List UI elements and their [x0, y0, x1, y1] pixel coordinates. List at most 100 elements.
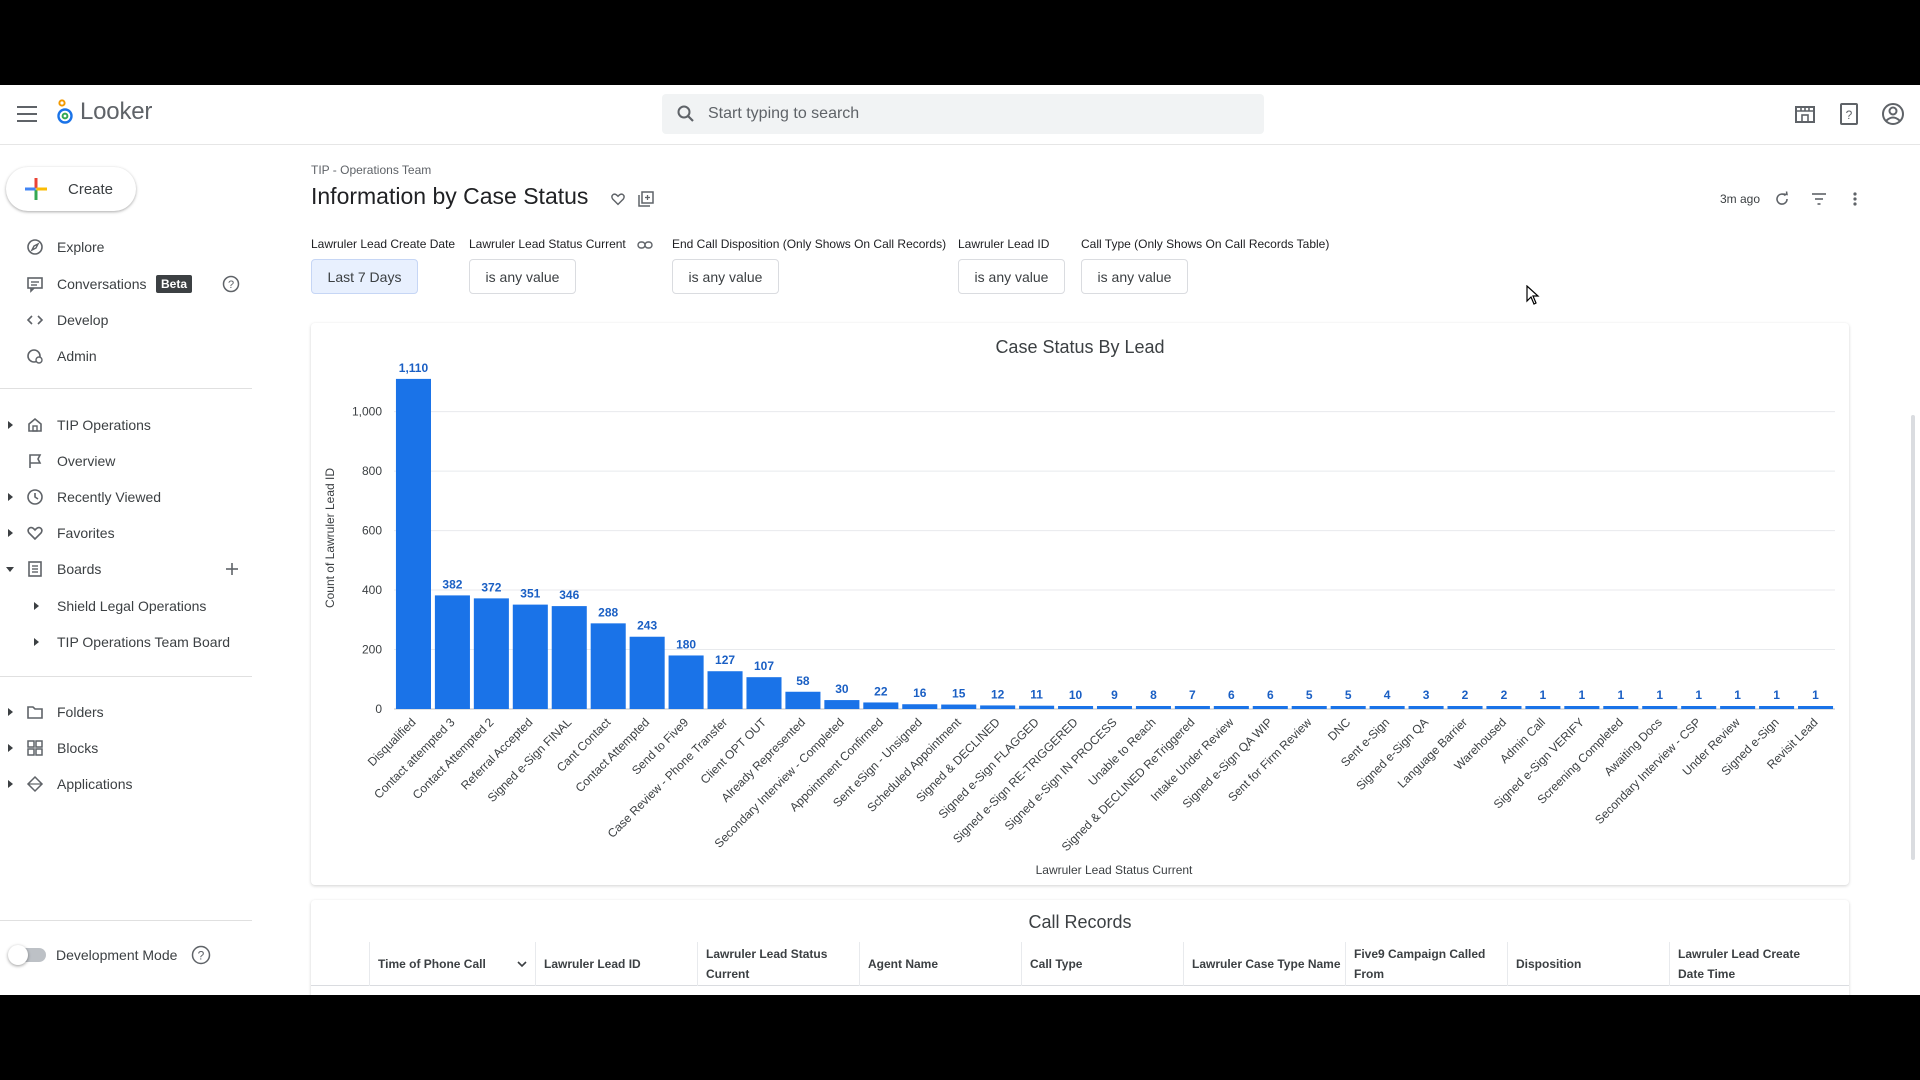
data-label: 107 [754, 659, 774, 673]
column-header[interactable]: Five9 Campaign Called From [1345, 942, 1507, 986]
column-header[interactable]: Lawruler Lead Status Current [697, 942, 859, 986]
sidebar-item-favorites[interactable]: Favorites [0, 518, 252, 548]
sidebar-item-recently-viewed[interactable]: Recently Viewed [0, 482, 252, 512]
column-header[interactable]: Time of Phone Call [369, 942, 535, 986]
sidebar-item-explore[interactable]: Explore [0, 232, 252, 262]
data-label: 6 [1267, 688, 1274, 702]
column-header[interactable]: Agent Name [859, 942, 1021, 986]
breadcrumb[interactable]: TIP - Operations Team [311, 163, 432, 177]
sidebar-item-label: Conversations [57, 276, 147, 292]
expand-caret-icon[interactable] [8, 421, 13, 429]
filter-label: Call Type (Only Shows On Call Records Ta… [1081, 237, 1330, 251]
filter-label: Lawruler Lead Status Current [469, 237, 653, 251]
sidebar-item-boards[interactable]: Boards [0, 554, 252, 584]
looker-logo[interactable]: Looker [56, 98, 152, 126]
add-to-board-icon[interactable] [638, 191, 654, 207]
column-header[interactable]: Lawruler Lead Create Date Time [1669, 942, 1829, 986]
sort-desc-icon[interactable] [517, 960, 527, 968]
filter-value-button[interactable]: is any value [672, 259, 779, 294]
create-button[interactable]: Create [6, 167, 136, 211]
expand-caret-icon[interactable] [34, 602, 39, 610]
bar [1798, 706, 1834, 709]
sidebar-item-develop[interactable]: Develop [0, 305, 252, 335]
code-icon [26, 315, 44, 325]
sidebar-item-label: Boards [57, 561, 102, 577]
more-vert-icon[interactable] [1852, 191, 1858, 207]
marketplace-icon[interactable] [1792, 101, 1818, 127]
filter-value-button[interactable]: is any value [469, 259, 576, 294]
data-label: 30 [835, 682, 849, 696]
data-label: 346 [559, 588, 579, 602]
board-icon [28, 561, 42, 577]
data-label: 11 [1030, 688, 1043, 702]
data-label: 12 [991, 687, 1005, 701]
sidebar-item-tip-operations[interactable]: TIP Operations [0, 410, 252, 440]
help-circle-icon[interactable]: ? [191, 945, 211, 965]
admin-icon [27, 349, 43, 364]
expand-caret-icon[interactable] [8, 708, 13, 716]
bar [707, 671, 743, 709]
expand-caret-icon[interactable] [8, 744, 13, 752]
page-scrollbar[interactable] [1911, 415, 1915, 860]
filter-label: Lawruler Lead ID [958, 237, 1050, 251]
filter-lead-id: Lawruler Lead ID is any value [958, 237, 1065, 294]
column-header[interactable]: Lawruler Lead ID [535, 942, 697, 986]
filter-label: End Call Disposition (Only Shows On Call… [672, 237, 947, 251]
sidebar-item-folders[interactable]: Folders [0, 697, 252, 727]
expand-caret-icon[interactable] [8, 780, 13, 788]
sidebar-item-label: Shield Legal Operations [57, 598, 207, 614]
menu-icon[interactable] [16, 103, 38, 125]
y-tick-label: 400 [362, 583, 382, 597]
data-label: 3 [1423, 688, 1430, 702]
expand-caret-icon[interactable] [8, 493, 13, 501]
sidebar-divider [0, 920, 252, 921]
search-input[interactable] [708, 105, 1228, 123]
sidebar-item-tip-operations-team-board[interactable]: TIP Operations Team Board [0, 627, 252, 657]
filter-value-button[interactable]: Last 7 Days [311, 259, 418, 294]
bar [629, 636, 665, 709]
sidebar-item-shield-legal-operations[interactable]: Shield Legal Operations [0, 591, 252, 621]
column-header[interactable]: Disposition [1507, 942, 1669, 986]
chart-tile: Case Status By Lead 0 200 400 600 800 1,000 Cou… [311, 323, 1849, 885]
sidebar-item-admin[interactable]: Admin [0, 341, 252, 371]
sidebar-item-label: Folders [57, 704, 104, 720]
data-label: 243 [637, 619, 657, 633]
sidebar-item-label: Develop [57, 312, 109, 328]
filter-icon[interactable] [1810, 191, 1828, 207]
sidebar-item-applications[interactable]: Applications [0, 769, 252, 799]
link-icon[interactable] [637, 240, 653, 250]
help-icon[interactable]: ? [1836, 101, 1862, 127]
sidebar: Create Explore Conversations Beta ? Deve… [0, 145, 252, 995]
help-circle-icon[interactable]: ? [222, 275, 240, 293]
sidebar-item-conversations[interactable]: Conversations Beta ? [0, 269, 252, 299]
sidebar-item-overview[interactable]: Overview [0, 446, 252, 476]
add-board-icon[interactable] [224, 561, 240, 577]
refresh-icon[interactable] [1774, 191, 1790, 207]
expand-caret-icon[interactable] [34, 638, 39, 646]
data-label: 6 [1228, 688, 1235, 702]
sidebar-item-blocks[interactable]: Blocks [0, 733, 252, 763]
data-label: 2 [1501, 688, 1508, 702]
beta-badge: Beta [156, 275, 193, 293]
column-header[interactable]: Call Type [1021, 942, 1183, 986]
x-tick-label: Signed e-Sign QA [1353, 715, 1431, 793]
bar [980, 705, 1016, 709]
search-bar[interactable] [662, 94, 1264, 134]
filter-value-button[interactable]: is any value [958, 259, 1065, 294]
collapse-caret-icon[interactable] [6, 566, 14, 572]
filter-value-button[interactable]: is any value [1081, 259, 1188, 294]
x-tick-label: Client OPT OUT [698, 715, 770, 787]
column-header[interactable]: Lawruler Case Type Name [1183, 942, 1345, 986]
data-label: 1 [1695, 688, 1702, 702]
bar [473, 598, 509, 709]
favorite-heart-icon[interactable] [610, 191, 626, 207]
expand-caret-icon[interactable] [8, 529, 13, 537]
filter-end-call-disposition: End Call Disposition (Only Shows On Call… [672, 237, 947, 294]
data-label: 16 [913, 686, 927, 700]
data-label: 1 [1773, 688, 1780, 702]
y-tick-label: 200 [362, 643, 382, 657]
dev-mode-toggle[interactable] [8, 945, 46, 965]
data-label: 2 [1462, 688, 1469, 702]
account-icon[interactable] [1880, 101, 1906, 127]
flag-icon [29, 454, 42, 468]
